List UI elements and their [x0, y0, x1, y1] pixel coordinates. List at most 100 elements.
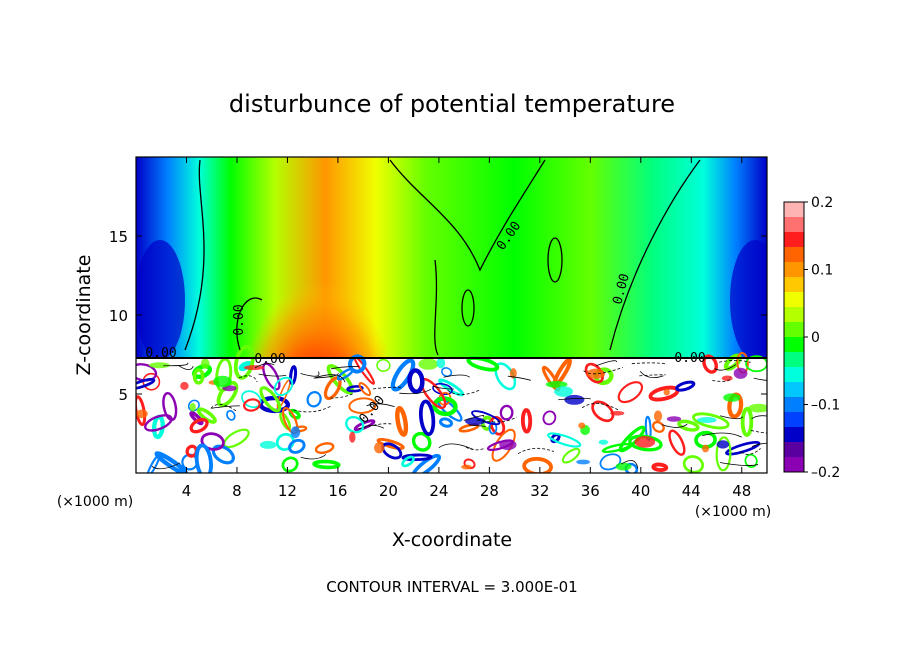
turbulence-patch — [461, 464, 472, 470]
x-tick-label: 32 — [530, 482, 549, 500]
lower-contour-line — [447, 389, 481, 395]
lower-contour-line — [313, 373, 339, 379]
turbulence-streak — [401, 453, 433, 462]
colorbar — [784, 202, 804, 473]
turbulence-streak — [418, 399, 436, 437]
lower-contour-line — [507, 375, 531, 381]
contour-label: 0.00 — [674, 351, 705, 366]
turbulence-patch — [733, 367, 748, 379]
lower-contour-line — [443, 374, 471, 378]
turbulence-patch — [701, 444, 710, 453]
turbulence-streak — [677, 419, 700, 432]
lower-contour-line — [300, 371, 320, 377]
lower-contour-line — [330, 366, 359, 370]
turbulence-streak — [226, 409, 236, 421]
x-tick-label: 12 — [278, 482, 297, 500]
turbulence-patch — [576, 459, 590, 465]
turbulence-streak — [216, 380, 239, 408]
lower-contour-line — [712, 376, 731, 382]
x-tick-label: 48 — [732, 482, 751, 500]
x-tick-label: 44 — [682, 482, 701, 500]
turbulence-patch — [465, 417, 486, 426]
turbulence-streak — [407, 368, 425, 394]
lower-contour-line — [177, 364, 194, 371]
turbulence-patch — [564, 394, 585, 405]
colorbar-segment — [784, 442, 804, 458]
colorbar-tick-label: –0.2 — [811, 465, 840, 481]
turbulence-patch — [721, 375, 733, 382]
x-tick-label: 4 — [182, 482, 192, 500]
turbulence-streak — [715, 436, 732, 472]
turbulence-streak — [652, 420, 665, 433]
lower-contour-line — [330, 393, 353, 399]
colorbar-segment — [784, 217, 804, 233]
turbulence-patch — [554, 386, 573, 397]
turbulence-streak — [143, 414, 173, 432]
contour-interval-note: CONTOUR INTERVAL = 3.000E-01 — [326, 578, 577, 596]
turbulence-patch — [634, 436, 656, 448]
x-axis-label: X-coordinate — [392, 529, 512, 551]
lower-contour-line — [315, 374, 346, 383]
turbulence-streak — [314, 442, 335, 454]
colorbar-segment — [784, 262, 804, 278]
contour-label: 0.00 — [232, 304, 247, 335]
colorbar-segment — [784, 352, 804, 368]
turbulence-streak — [358, 382, 372, 397]
turbulence-streak — [288, 438, 306, 454]
y-tick-label: 15 — [109, 228, 128, 246]
turbulence-streak — [499, 404, 514, 421]
lower-contour-line — [438, 443, 474, 450]
turbulence-patch — [213, 375, 232, 388]
lower-contour-line — [751, 415, 767, 420]
lower-contour-line — [620, 460, 639, 469]
colorbar-tick-label: 0.2 — [811, 195, 833, 211]
turbulence-streak — [376, 437, 405, 450]
y-axis-ticks: 5 10 15 — [109, 228, 767, 404]
lower-contour-line — [719, 462, 759, 466]
turbulence-streak — [243, 398, 261, 412]
turbulence-patch — [189, 402, 196, 412]
turbulence-streak — [725, 441, 761, 456]
turbulence-streak — [346, 385, 364, 393]
colorbar-segment — [784, 292, 804, 308]
turbulence-patch — [723, 393, 741, 402]
turbulence-streak — [223, 428, 250, 449]
cold-core-right — [730, 240, 767, 360]
x-tick-label: 40 — [631, 482, 650, 500]
turbulence-streak — [154, 451, 189, 473]
lower-contour-line — [639, 371, 664, 379]
turbulence-patch — [545, 380, 568, 388]
turbulence-streak — [438, 417, 454, 428]
turbulence-patch — [748, 403, 767, 413]
lower-contour-line — [258, 373, 287, 377]
turbulence-streak — [542, 410, 557, 426]
heatmap-field: 0.00 0.000.000.000.000.000.00 — [136, 157, 767, 473]
lower-contour-line — [639, 374, 666, 377]
turbulence-streak — [488, 421, 498, 435]
turbulence-streak — [441, 367, 453, 377]
turbulence-streak — [233, 344, 255, 380]
colorbar-labels: 0.2 0.1 0 –0.1 –0.2 — [804, 195, 840, 481]
turbulence-patch — [148, 362, 170, 369]
turbulence-patch — [666, 416, 682, 422]
turbulence-streak — [411, 431, 432, 452]
turbulence-streak — [376, 358, 391, 373]
lower-contour-line — [163, 362, 189, 367]
turbulence-patch — [349, 431, 356, 443]
turbulence-patch — [697, 416, 717, 423]
lower-contour-line — [719, 359, 751, 363]
contour-label: 0.00 — [145, 346, 176, 361]
turbulence-streak — [411, 453, 442, 473]
x-tick-label: 20 — [379, 482, 398, 500]
colorbar-tick-label: –0.1 — [811, 398, 840, 414]
colorbar-tick-label: 0.1 — [811, 263, 833, 279]
turbulence-streak — [306, 391, 322, 408]
turbulence-streak — [601, 442, 631, 454]
turbulence-patch — [290, 426, 301, 439]
turbulence-patch — [610, 410, 625, 416]
lower-contour-line — [714, 364, 737, 371]
y-tick-label: 5 — [118, 386, 128, 404]
y-axis-label: Z-coordinate — [73, 255, 95, 376]
lower-contour-line — [358, 423, 392, 430]
